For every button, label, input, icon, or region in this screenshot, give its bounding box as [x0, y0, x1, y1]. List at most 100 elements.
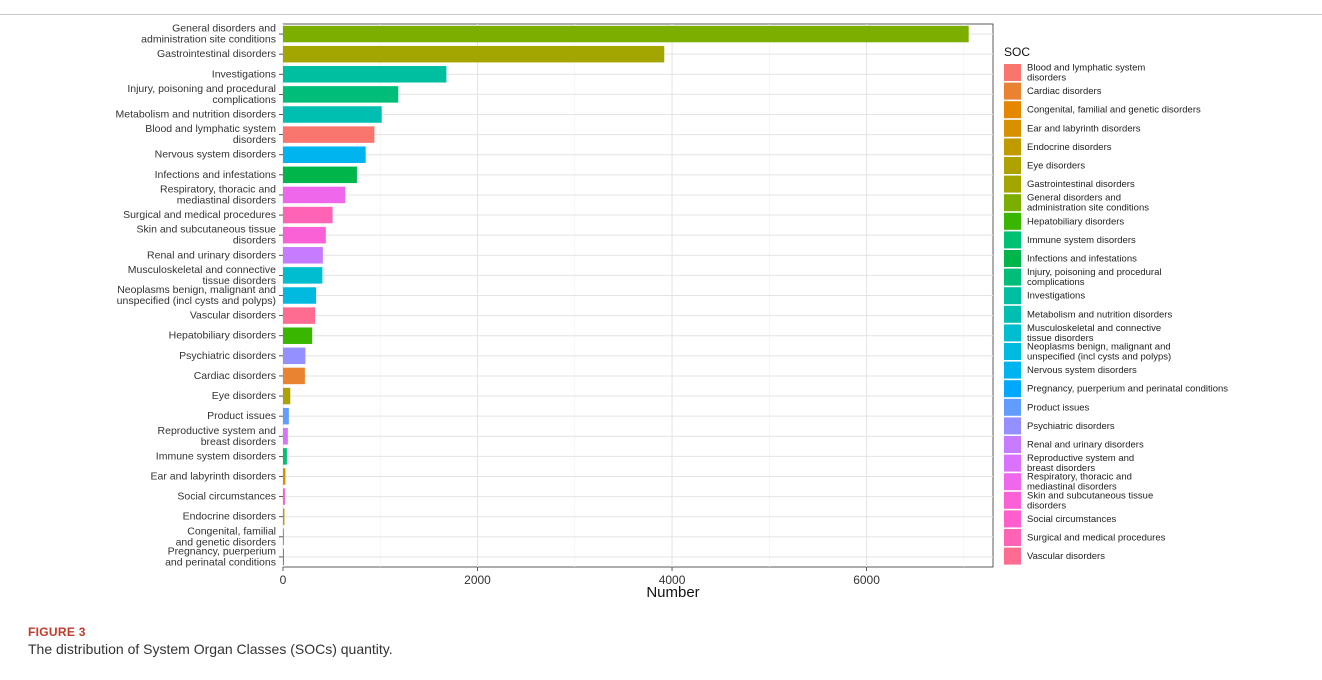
legend-label: Musculoskeletal and connective tissue dis…	[1027, 322, 1161, 343]
label-line: Neoplasms benign, malignant and	[117, 284, 276, 296]
legend-label: Infections and infestations	[1027, 253, 1137, 264]
legend-label: Investigations	[1027, 290, 1085, 301]
legend-key	[1004, 324, 1021, 342]
y-tick-label: Pregnancy, puerperium and perinatal condi…	[165, 545, 276, 568]
label-line: tissue disorders	[202, 275, 276, 287]
bar	[283, 106, 382, 123]
label-line: Congenital, familial and genetic disorde…	[1027, 104, 1201, 115]
gridlines	[282, 23, 994, 568]
label-line: Surgical and medical procedures	[1027, 532, 1166, 543]
legend-key	[1004, 491, 1021, 509]
label-line: Skin and subcutaneous tissue	[136, 223, 276, 235]
legend-key	[1004, 138, 1021, 156]
label-line: General disorders and	[1027, 192, 1121, 203]
legend-label: Gastrointestinal disorders	[1027, 179, 1135, 190]
y-tick-label: Ear and labyrinth disorders	[151, 470, 276, 482]
bar	[283, 186, 346, 204]
legend-label: Surgical and medical procedures	[1027, 532, 1166, 543]
bar	[283, 287, 317, 304]
label-line: Respiratory, thoracic and	[160, 183, 276, 195]
legend-label: Immune system disorders	[1027, 234, 1136, 245]
y-tick-label: Social circumstances	[177, 490, 276, 502]
bar	[283, 45, 665, 63]
label-line: Nervous system disorders	[1027, 365, 1137, 376]
legend-key	[1004, 343, 1021, 360]
y-tick-label: Vascular disorders	[190, 309, 276, 321]
soc-bar-chart: General disorders and administration site…	[116, 22, 1229, 601]
label-line: Neoplasms benign, malignant and	[1027, 341, 1171, 352]
label-line: and genetic disorders	[176, 536, 276, 548]
y-tick-label: Cardiac disorders	[194, 370, 276, 382]
label-line: mediastinal disorders	[1027, 481, 1117, 492]
legend-label: Pregnancy, puerperium and perinatal cond…	[1027, 383, 1228, 394]
label-line: Immune system disorders	[156, 450, 276, 462]
legend-label: Social circumstances	[1027, 513, 1116, 524]
label-line: Immune system disorders	[1027, 234, 1136, 245]
label-line: Investigations	[1027, 290, 1085, 301]
label-line: disorders	[1027, 500, 1066, 511]
bar	[283, 367, 305, 385]
label-line: Reproductive system and	[158, 425, 277, 437]
x-tick-label: 6000	[853, 573, 880, 587]
y-tick-label: Reproductive system and breast disorders	[158, 425, 277, 448]
legend-label: General disorders and administration site…	[1027, 192, 1149, 213]
top-rule	[0, 14, 1322, 15]
legend-label: Psychiatric disorders	[1027, 420, 1115, 431]
bar	[283, 428, 288, 445]
y-tick-label: Congenital, familial and genetic disorder…	[176, 525, 276, 548]
label-line: Vascular disorders	[1027, 551, 1105, 562]
figure-caption: The distribution of System Organ Classes…	[28, 641, 393, 657]
legend-label: Cardiac disorders	[1027, 86, 1102, 97]
label-line: Social circumstances	[1027, 513, 1116, 524]
legend-key	[1004, 305, 1021, 323]
label-line: Respiratory, thoracic and	[1027, 471, 1132, 482]
label-line: Infections and infestations	[155, 169, 276, 181]
label-line: General disorders and	[172, 22, 276, 34]
label-line: administration site conditions	[141, 33, 276, 45]
x-tick-label: 0	[280, 573, 287, 587]
label-line: administration site conditions	[1027, 202, 1149, 213]
bar	[283, 166, 357, 184]
x-tick-label: 2000	[464, 573, 491, 587]
label-line: Surgical and medical procedures	[123, 209, 276, 221]
legend-key	[1004, 82, 1021, 100]
label-line: Hepatobiliary disorders	[169, 330, 276, 342]
legend-key	[1004, 212, 1021, 230]
label-line: Injury, poisoning and procedural	[127, 83, 276, 95]
y-tick-label: Hepatobiliary disorders	[169, 330, 276, 342]
bar	[283, 66, 447, 83]
legend-label: Blood and lymphatic system disorders	[1027, 62, 1145, 83]
legend-key	[1004, 417, 1021, 435]
legend: SOC Blood and lymphatic system disordersC…	[1004, 45, 1228, 565]
label-line: Vascular disorders	[190, 309, 276, 321]
label-line: Product issues	[1027, 402, 1090, 413]
legend-key	[1004, 119, 1021, 137]
label-line: Endocrine disorders	[183, 511, 276, 523]
bar	[283, 146, 366, 163]
y-tick-label: Endocrine disorders	[183, 511, 276, 523]
label-line: Congenital, familial	[187, 525, 276, 537]
label-line: tissue disorders	[1027, 332, 1094, 343]
label-line: mediastinal disorders	[177, 194, 276, 206]
label-line: Psychiatric disorders	[1027, 420, 1115, 431]
bar	[283, 548, 284, 566]
label-line: Skin and subcutaneous tissue	[1027, 490, 1153, 501]
legend-label: Metabolism and nutrition disorders	[1027, 309, 1172, 320]
bar	[283, 206, 333, 224]
label-line: unspecified (incl cysts and polyps)	[1027, 351, 1171, 362]
bars	[283, 25, 969, 566]
y-tick-labels: General disorders and administration site…	[116, 22, 283, 568]
label-line: disorders	[233, 234, 276, 246]
label-line: unspecified (incl cysts and polyps)	[117, 295, 276, 307]
y-tick-label: Musculoskeletal and connective tissue dis…	[128, 264, 276, 287]
bar	[283, 226, 326, 244]
label-line: Social circumstances	[177, 490, 276, 502]
label-line: Gastrointestinal disorders	[1027, 179, 1135, 190]
label-line: Musculoskeletal and connective	[1027, 322, 1161, 333]
y-tick-label: Psychiatric disorders	[179, 350, 276, 362]
label-line: Psychiatric disorders	[179, 350, 276, 362]
label-line: complications	[212, 94, 276, 106]
legend-label: Injury, poisoning and procedural complica…	[1027, 267, 1162, 288]
label-line: Ear and labyrinth disorders	[151, 470, 276, 482]
label-line: Eye disorders	[1027, 160, 1085, 171]
